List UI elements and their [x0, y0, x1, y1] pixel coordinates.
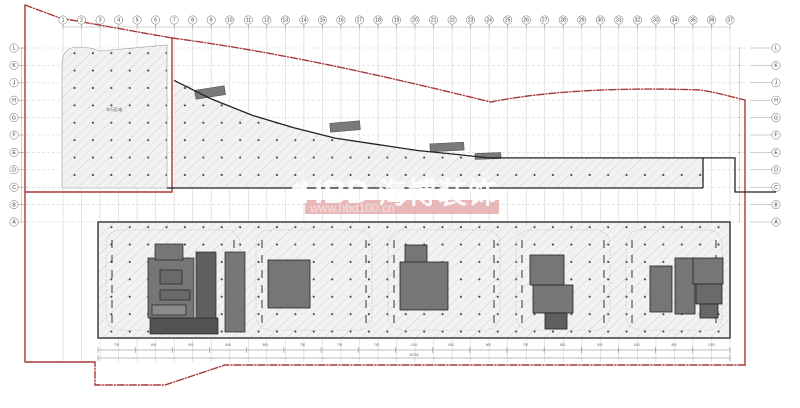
- svg-text:18: 18: [375, 18, 381, 24]
- svg-text:17: 17: [357, 18, 363, 24]
- svg-text:1200: 1200: [708, 343, 715, 347]
- svg-text:15: 15: [320, 18, 326, 24]
- svg-text:F: F: [774, 133, 777, 139]
- svg-text:29: 29: [579, 18, 585, 24]
- svg-text:G: G: [12, 115, 16, 121]
- svg-text:11: 11: [246, 18, 251, 24]
- svg-text:30760: 30760: [409, 353, 419, 357]
- svg-text:H: H: [774, 98, 778, 104]
- svg-text:28: 28: [560, 18, 566, 24]
- svg-text:14: 14: [301, 18, 307, 24]
- svg-text:600: 600: [486, 343, 492, 347]
- svg-text:D: D: [774, 168, 778, 174]
- svg-text:1200: 1200: [410, 343, 417, 347]
- svg-text:L: L: [13, 46, 16, 52]
- svg-text:8: 8: [191, 18, 194, 24]
- svg-text:32: 32: [635, 18, 641, 24]
- svg-text:800: 800: [263, 343, 269, 347]
- svg-text:25: 25: [505, 18, 511, 24]
- svg-text:22: 22: [449, 18, 455, 24]
- svg-text:700: 700: [337, 343, 343, 347]
- svg-text:16: 16: [338, 18, 344, 24]
- svg-text:37: 37: [727, 18, 733, 24]
- svg-text:13: 13: [283, 18, 289, 24]
- svg-text:1: 1: [62, 18, 65, 24]
- svg-text:800: 800: [597, 343, 603, 347]
- svg-text:27: 27: [542, 18, 548, 24]
- svg-text:H: H: [12, 98, 16, 104]
- svg-text:34: 34: [672, 18, 678, 24]
- svg-text:L: L: [775, 46, 778, 52]
- svg-text:www.hbd100.cn: www.hbd100.cn: [309, 201, 395, 215]
- svg-text:D: D: [12, 168, 16, 174]
- svg-text:600: 600: [634, 343, 640, 347]
- svg-text:31: 31: [616, 18, 622, 24]
- svg-text:800: 800: [672, 343, 678, 347]
- svg-text:700: 700: [374, 343, 380, 347]
- svg-text:C: C: [12, 185, 16, 191]
- svg-text:10: 10: [227, 18, 233, 24]
- svg-text:35: 35: [690, 18, 696, 24]
- svg-text:7: 7: [173, 18, 176, 24]
- svg-text:800: 800: [225, 343, 231, 347]
- svg-text:900: 900: [188, 343, 194, 347]
- svg-text:26: 26: [523, 18, 529, 24]
- svg-text:3: 3: [99, 18, 102, 24]
- svg-text:2: 2: [80, 18, 83, 24]
- svg-text:5: 5: [136, 18, 139, 24]
- svg-text:33: 33: [653, 18, 659, 24]
- svg-text:30: 30: [598, 18, 604, 24]
- svg-text:G: G: [774, 115, 778, 121]
- svg-text:600: 600: [151, 343, 157, 347]
- svg-text:9: 9: [210, 18, 213, 24]
- svg-text:600: 600: [449, 343, 455, 347]
- svg-text:21: 21: [431, 18, 437, 24]
- svg-text:车行区域: 车行区域: [106, 106, 122, 112]
- svg-text:36: 36: [709, 18, 715, 24]
- svg-text:800: 800: [560, 343, 566, 347]
- svg-text:12: 12: [264, 18, 270, 24]
- svg-text:C: C: [774, 185, 778, 191]
- svg-text:750: 750: [300, 343, 306, 347]
- svg-text:19: 19: [394, 18, 400, 24]
- svg-text:4: 4: [117, 18, 120, 24]
- svg-text:20: 20: [412, 18, 418, 24]
- svg-text:6: 6: [154, 18, 157, 24]
- svg-text:700: 700: [523, 343, 529, 347]
- svg-text:24: 24: [486, 18, 492, 24]
- svg-text:F: F: [12, 133, 15, 139]
- svg-text:海博装饰: 海博装饰: [378, 177, 498, 210]
- svg-text:23: 23: [468, 18, 474, 24]
- svg-text:700: 700: [114, 343, 120, 347]
